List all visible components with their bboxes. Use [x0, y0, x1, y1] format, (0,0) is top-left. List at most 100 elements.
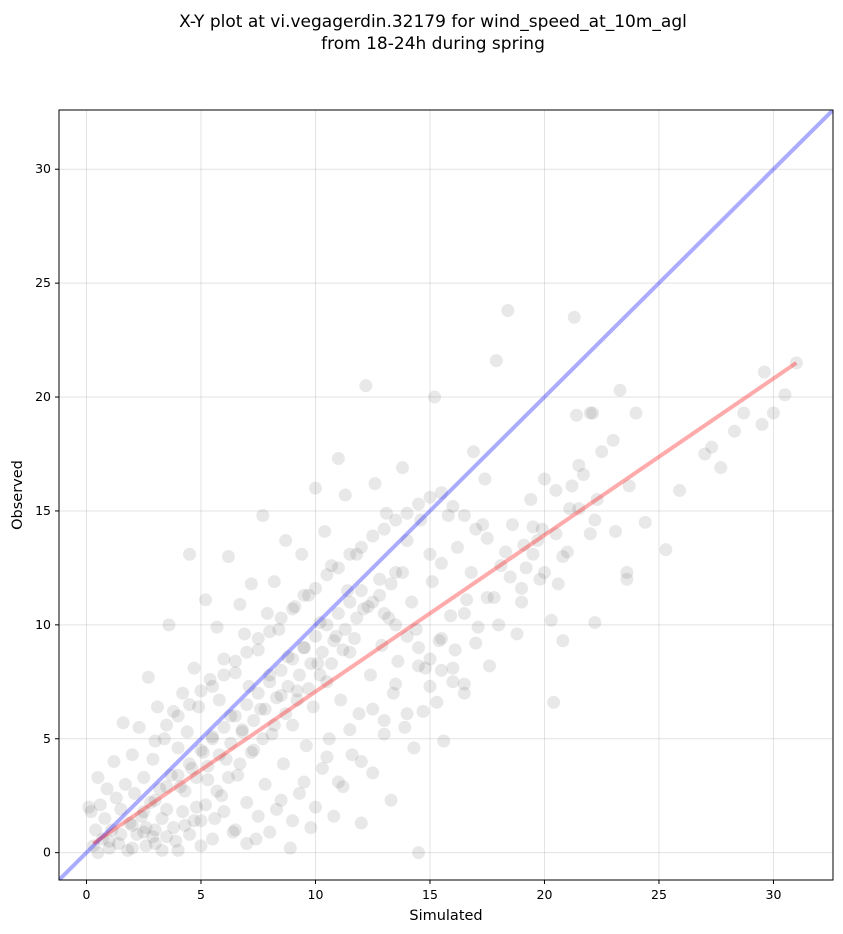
data-point [350, 611, 364, 625]
data-point [352, 707, 366, 721]
data-point [178, 818, 192, 832]
data-point [169, 834, 183, 848]
data-point [320, 675, 334, 689]
data-point [698, 447, 712, 461]
data-point [423, 547, 437, 561]
data-point [299, 739, 313, 753]
data-point [524, 493, 538, 507]
data-point [290, 684, 304, 698]
data-point [194, 814, 208, 828]
data-point [217, 805, 231, 819]
data-points [82, 303, 803, 860]
data-point [526, 520, 540, 534]
data-point [375, 638, 389, 652]
data-point [446, 499, 460, 513]
data-point [464, 565, 478, 579]
data-point [240, 645, 254, 659]
data-point [146, 752, 160, 766]
data-point [286, 652, 300, 666]
data-point [292, 786, 306, 800]
data-point [576, 467, 590, 481]
data-point [196, 745, 210, 759]
data-point [510, 627, 524, 641]
data-point [160, 830, 174, 844]
y-tick-label: 10 [35, 617, 51, 632]
data-point [517, 538, 531, 552]
data-point [233, 757, 247, 771]
data-point [448, 643, 462, 657]
data-point [494, 559, 508, 573]
data-point [217, 652, 231, 666]
data-point [483, 659, 497, 673]
data-point [425, 575, 439, 589]
data-point [515, 581, 529, 595]
data-point [412, 659, 426, 673]
data-point [560, 545, 574, 559]
data-point [180, 725, 194, 739]
data-point [341, 584, 355, 598]
data-point [366, 702, 380, 716]
data-point [329, 629, 343, 643]
data-point [256, 509, 270, 523]
data-point [382, 611, 396, 625]
data-point [334, 693, 348, 707]
data-point [247, 743, 261, 757]
data-point [183, 827, 197, 841]
data-point [125, 841, 139, 855]
data-point [109, 791, 123, 805]
data-point [274, 611, 288, 625]
data-point [325, 559, 339, 573]
data-point [389, 677, 403, 691]
data-point [274, 663, 288, 677]
data-point [171, 709, 185, 723]
data-point [194, 684, 208, 698]
chart-title-line-1: X-Y plot at vi.vegagerdin.32179 for wind… [179, 12, 687, 32]
data-point [235, 723, 249, 737]
data-point [228, 654, 242, 668]
data-point [499, 545, 513, 559]
data-point [503, 570, 517, 584]
data-point [148, 793, 162, 807]
data-point [446, 675, 460, 689]
x-tick-label: 5 [197, 887, 205, 902]
data-point [766, 406, 780, 420]
data-point [366, 595, 380, 609]
data-point [537, 565, 551, 579]
data-point [100, 782, 114, 796]
data-point [478, 472, 492, 486]
data-point [302, 588, 316, 602]
data-point [357, 602, 371, 616]
data-point [308, 629, 322, 643]
data-point [373, 572, 387, 586]
data-point [480, 531, 494, 545]
data-point [350, 547, 364, 561]
data-point [290, 693, 304, 707]
data-point [240, 837, 254, 851]
data-point [194, 743, 208, 757]
data-point [622, 479, 636, 493]
identity-line [59, 110, 833, 880]
data-point [123, 816, 137, 830]
data-point [556, 550, 570, 564]
data-point [160, 718, 174, 732]
regression-line [92, 361, 798, 846]
data-point [446, 661, 460, 675]
data-point [84, 805, 98, 819]
data-point [121, 843, 135, 857]
data-point [659, 543, 673, 557]
data-point [466, 445, 480, 459]
data-point [212, 748, 226, 762]
data-point [263, 625, 277, 639]
data-point [171, 768, 185, 782]
data-point [418, 661, 432, 675]
data-point [86, 839, 100, 853]
data-point [755, 417, 769, 431]
data-point [150, 700, 164, 714]
data-point [212, 693, 226, 707]
data-point [606, 433, 620, 447]
data-point [183, 698, 197, 712]
data-point [311, 657, 325, 671]
data-point [347, 632, 361, 646]
data-point [377, 522, 391, 536]
data-point [308, 581, 322, 595]
